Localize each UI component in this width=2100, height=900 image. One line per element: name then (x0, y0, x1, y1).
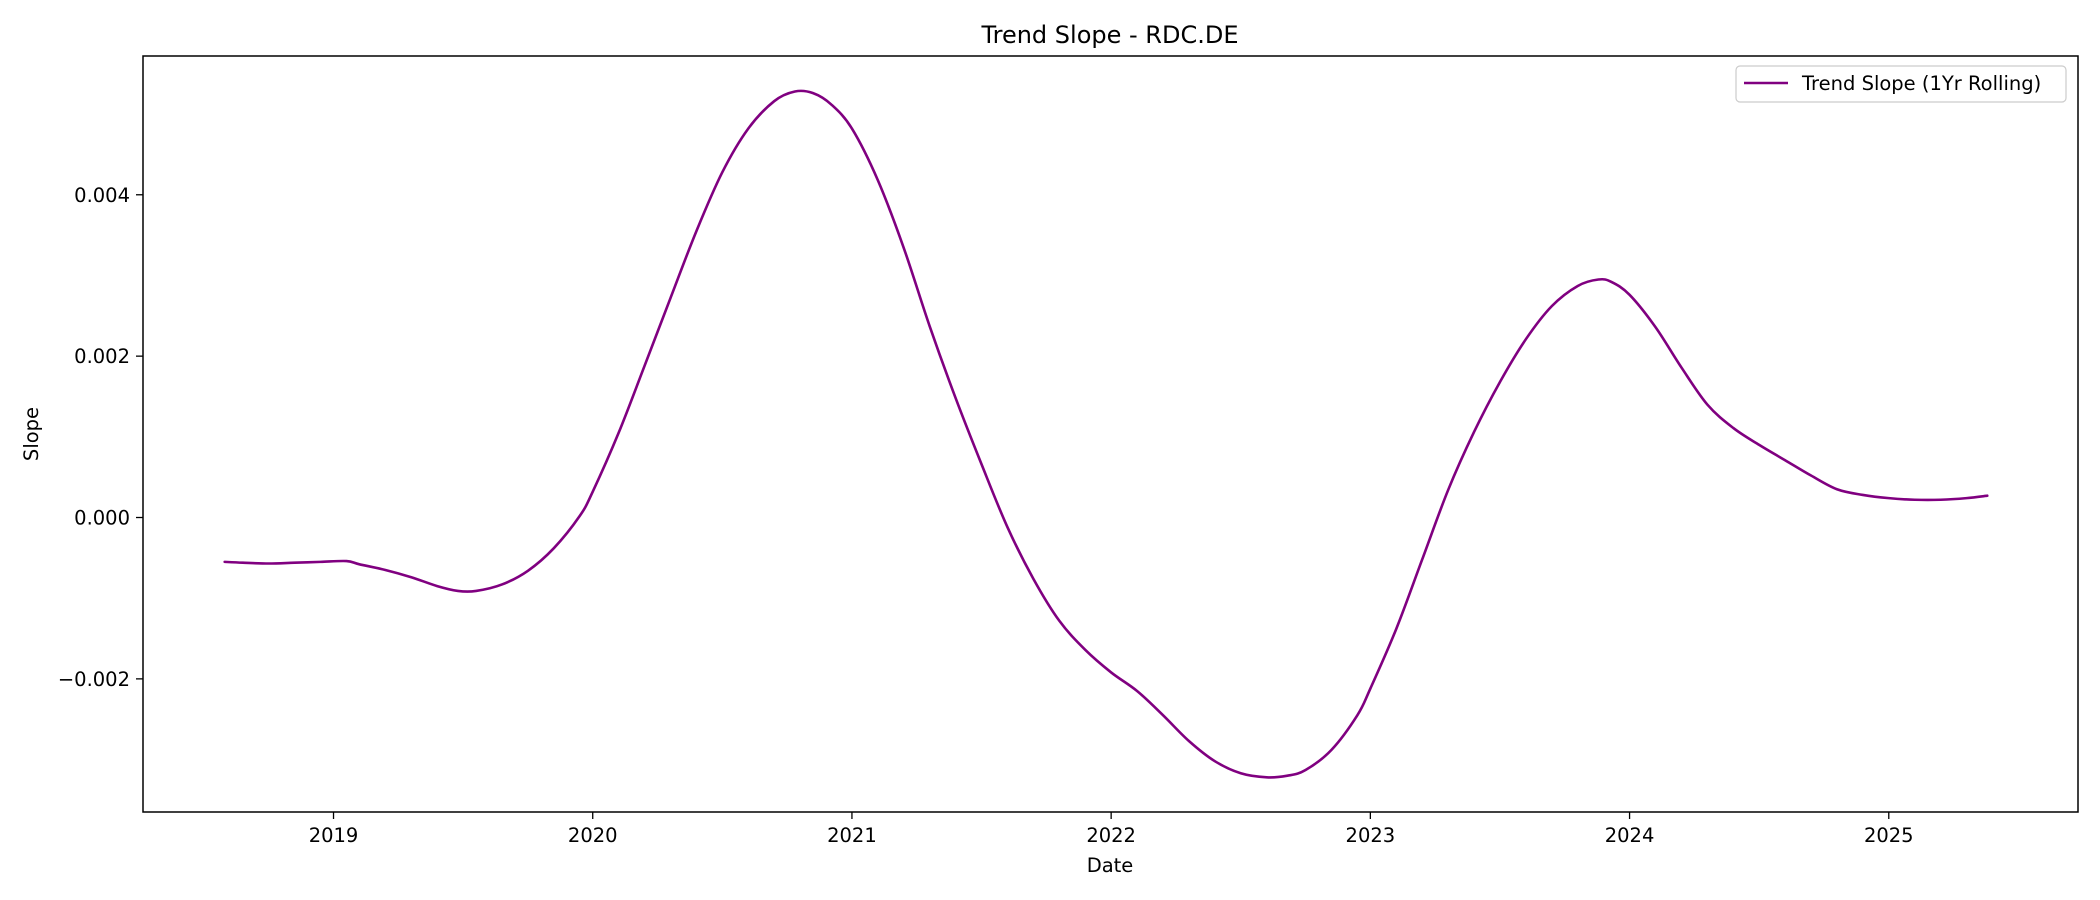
legend-box (1735, 65, 2067, 103)
trend-slope-series-line (223, 89, 1989, 779)
y-tick-label: −0.002 (58, 668, 130, 691)
x-axis: 2019 2020 2021 2022 2023 2024 2025 (309, 812, 1914, 847)
x-axis-label: Date (1087, 854, 1134, 877)
chart-title: Trend Slope - RDC.DE (980, 21, 1238, 49)
x-tick-label: 2019 (309, 824, 359, 847)
x-tick-label: 2020 (568, 824, 618, 847)
y-axis-label: Slope (20, 407, 43, 461)
y-tick-label: 0.002 (74, 345, 130, 368)
plot-area (142, 55, 2079, 813)
x-tick-label: 2023 (1346, 824, 1396, 847)
y-axis: −0.002 0.000 0.002 0.004 (58, 184, 143, 691)
legend-series-label: Trend Slope (1Yr Rolling) (1801, 72, 2041, 95)
x-tick-label: 2025 (1864, 824, 1914, 847)
y-tick-label: 0.004 (74, 184, 130, 207)
plot-background (143, 56, 2078, 812)
x-tick-label: 2021 (827, 824, 877, 847)
x-tick-label: 2024 (1605, 824, 1655, 847)
x-tick-label: 2022 (1086, 824, 1136, 847)
legend: Trend Slope (1Yr Rolling) (1735, 65, 2067, 103)
y-tick-label: 0.000 (74, 507, 130, 530)
